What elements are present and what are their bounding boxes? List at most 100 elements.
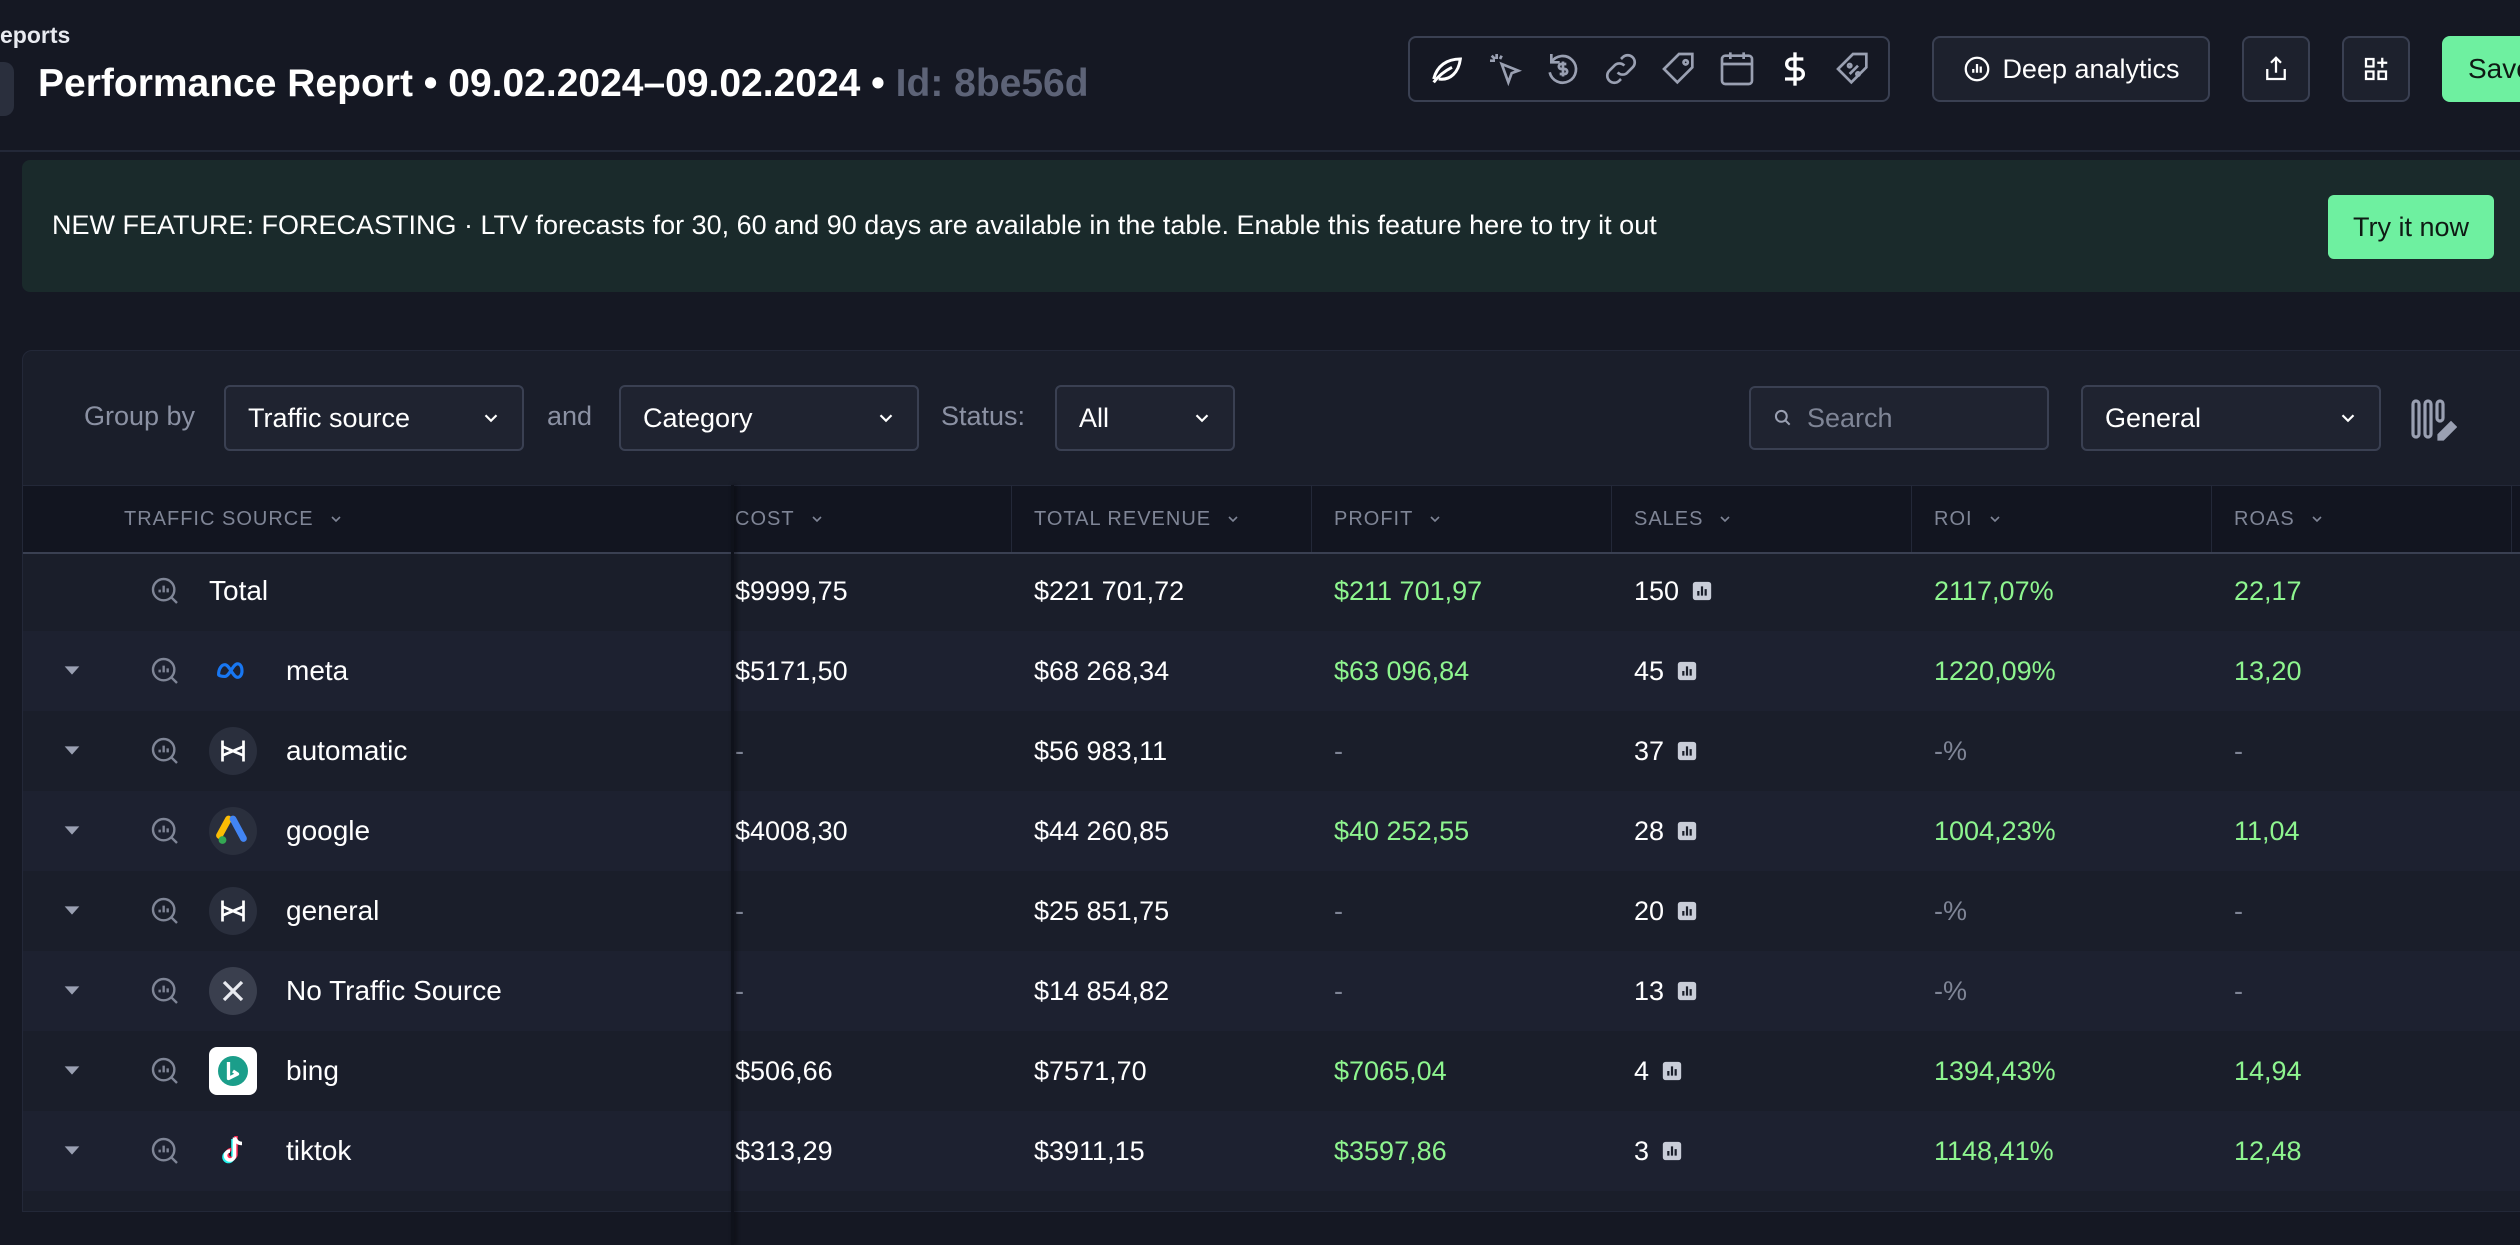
column-divider[interactable]: [1611, 486, 1612, 552]
bar-chart-icon[interactable]: [1661, 1060, 1683, 1082]
bar-chart-icon[interactable]: [1676, 740, 1698, 762]
secondary-group-select[interactable]: Category: [619, 385, 919, 451]
column-header-roi[interactable]: ROI: [1934, 486, 2003, 552]
revenue-cell: $56 983,11: [1034, 735, 1168, 766]
add-widget-button[interactable]: [2342, 36, 2410, 102]
column-header-sales[interactable]: SALES: [1634, 486, 1733, 552]
cost-cell: -: [735, 895, 744, 926]
cost-cell: -: [735, 975, 744, 1006]
roi-cell: 1004,23%: [1934, 815, 2056, 846]
deep-analytics-button[interactable]: Deep analytics: [1932, 36, 2210, 102]
chevron-down-icon: [330, 516, 341, 523]
analyze-icon[interactable]: [149, 735, 181, 767]
sales-value: 150: [1634, 575, 1680, 606]
refund-icon[interactable]: [1534, 40, 1592, 98]
expand-caret-icon[interactable]: [61, 819, 83, 841]
sales-value: 20: [1634, 895, 1665, 926]
feature-banner: NEW FEATURE: FORECASTING · LTV forecasts…: [22, 160, 2520, 292]
table-row-total: Total $9999,75 $221 701,72 $211 701,97 1…: [23, 551, 2520, 631]
roas-cell: 22,17: [2234, 575, 2302, 606]
breadcrumb[interactable]: eports: [0, 22, 71, 48]
analyze-icon[interactable]: [149, 815, 181, 847]
revenue-cell: $7571,70: [1034, 1055, 1147, 1086]
expand-caret-icon[interactable]: [61, 659, 83, 681]
status-select[interactable]: All: [1055, 385, 1235, 451]
bar-chart-icon[interactable]: [1676, 980, 1698, 1002]
profit-cell: $40 252,55: [1334, 815, 1470, 846]
profit-cell: $3597,86: [1334, 1135, 1447, 1166]
column-header-roas[interactable]: ROAS: [2234, 486, 2325, 552]
meta-logo-icon: [209, 647, 257, 695]
leaf-icon[interactable]: [1418, 40, 1476, 98]
save-button[interactable]: Save: [2442, 36, 2520, 102]
try-it-now-button[interactable]: Try it now: [2328, 195, 2494, 259]
expand-caret-icon[interactable]: [61, 979, 83, 1001]
link-icon[interactable]: [1592, 40, 1650, 98]
chevron-down-icon: [1228, 516, 1238, 523]
search-field[interactable]: [1749, 386, 2049, 450]
analyze-icon[interactable]: [149, 655, 181, 687]
column-header-total-revenue[interactable]: TOTAL REVENUE: [1034, 486, 1241, 552]
view-select[interactable]: General: [2081, 385, 2381, 451]
roas-cell: -: [2234, 975, 2243, 1006]
column-header-traffic-source[interactable]: TRAFFIC SOURCE: [124, 486, 344, 552]
column-divider[interactable]: [1911, 486, 1912, 552]
chevron-down-icon: [1195, 414, 1209, 423]
sales-cell: 4: [1634, 1031, 1683, 1111]
chevron-down-icon: [811, 516, 822, 523]
analyze-icon[interactable]: [149, 1055, 181, 1087]
dollar-icon[interactable]: [1766, 40, 1824, 98]
column-divider[interactable]: [1311, 486, 1312, 552]
expand-caret-icon[interactable]: [61, 739, 83, 761]
revenue-cell: $68 268,34: [1034, 655, 1170, 686]
column-divider[interactable]: [2511, 486, 2512, 552]
sales-value: 28: [1634, 815, 1665, 846]
roas-cell: 14,94: [2234, 1055, 2302, 1086]
bar-chart-icon[interactable]: [1661, 1140, 1683, 1162]
sales-cell: 45: [1634, 631, 1698, 711]
grid-plus-icon: [2364, 57, 2388, 81]
column-header-profit[interactable]: PROFIT: [1334, 486, 1443, 552]
analyze-icon[interactable]: [149, 975, 181, 1007]
table-row: google $4008,30 $44 260,85 $40 252,55 28…: [23, 791, 2520, 871]
bar-chart-icon[interactable]: [1676, 820, 1698, 842]
expand-caret-icon[interactable]: [61, 899, 83, 921]
roas-cell: -: [2234, 735, 2243, 766]
profit-cell: $63 096,84: [1334, 655, 1470, 686]
bar-chart-icon[interactable]: [1691, 580, 1713, 602]
calendar-icon[interactable]: [1708, 40, 1766, 98]
share-button[interactable]: [2242, 36, 2310, 102]
analyze-icon[interactable]: [149, 575, 181, 607]
column-title: SALES: [1634, 507, 1704, 530]
analyze-icon[interactable]: [149, 1135, 181, 1167]
discount-tag-icon[interactable]: [1824, 40, 1882, 98]
report-id: Id: 8be56d: [895, 62, 1089, 105]
bar-chart-icon[interactable]: [1676, 660, 1698, 682]
expand-caret-icon[interactable]: [61, 1059, 83, 1081]
tag-icon[interactable]: [1650, 40, 1708, 98]
column-title: ROAS: [2234, 507, 2295, 530]
row-name: automatic: [286, 735, 408, 766]
column-header-cost[interactable]: COST: [735, 486, 825, 552]
column-title: TRAFFIC SOURCE: [124, 507, 314, 530]
cost-cell: -: [735, 735, 744, 766]
cursor-click-icon[interactable]: [1476, 40, 1534, 98]
column-title: COST: [735, 507, 795, 530]
roi-cell: 2117,07%: [1934, 575, 2054, 606]
expand-caret-icon[interactable]: [61, 1139, 83, 1161]
revenue-cell: $44 260,85: [1034, 815, 1170, 846]
profit-cell: $7065,04: [1334, 1055, 1447, 1086]
sidebar-toggle[interactable]: [0, 62, 14, 116]
frozen-column-divider: [731, 485, 734, 1245]
roi-cell: 1220,09%: [1934, 655, 2056, 686]
column-divider[interactable]: [2211, 486, 2212, 552]
group-by-select[interactable]: Traffic source: [224, 385, 524, 451]
search-input[interactable]: [1805, 401, 2029, 435]
sales-cell: 3: [1634, 1111, 1683, 1191]
analyze-icon[interactable]: [149, 895, 181, 927]
roi-cell: -%: [1934, 975, 1967, 1006]
roi-cell: 1148,41%: [1934, 1135, 2054, 1166]
column-divider[interactable]: [1011, 486, 1012, 552]
bar-chart-icon[interactable]: [1676, 900, 1698, 922]
column-settings-icon[interactable]: [2409, 395, 2457, 443]
